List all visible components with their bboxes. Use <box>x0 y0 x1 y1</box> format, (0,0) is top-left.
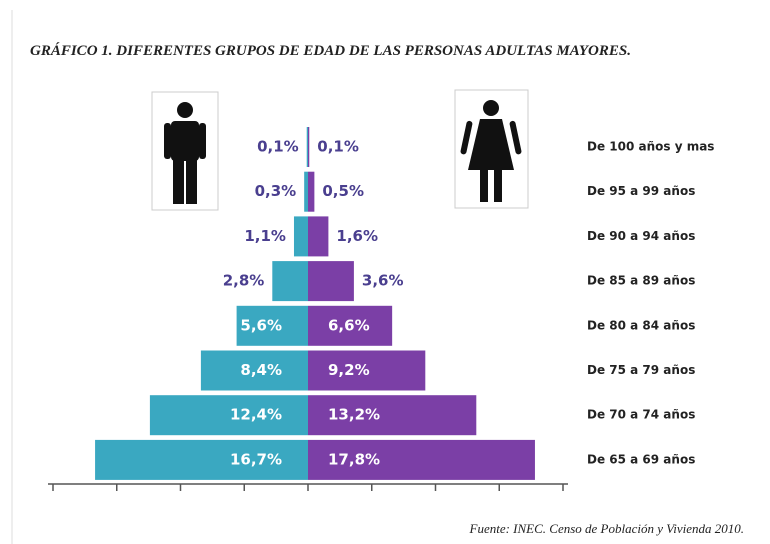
bar <box>272 261 308 302</box>
value-label: 0,1% <box>317 138 359 156</box>
category-label: De 70 a 74 años <box>587 408 695 422</box>
bar <box>95 439 308 480</box>
value-label: 13,2% <box>328 406 380 424</box>
bar <box>308 171 315 212</box>
bar <box>308 261 354 302</box>
value-label: 3,6% <box>362 272 404 290</box>
bar <box>308 305 393 346</box>
category-label: De 85 a 89 años <box>587 274 695 288</box>
value-label: 16,7% <box>230 450 282 468</box>
value-label: 5,6% <box>240 316 282 334</box>
bar <box>306 127 308 167</box>
bar <box>308 439 535 480</box>
bar <box>308 395 477 436</box>
bar <box>236 305 308 346</box>
value-label: 0,5% <box>322 182 364 200</box>
category-label: De 90 a 94 años <box>587 229 695 243</box>
female-icon <box>454 89 529 209</box>
bar <box>293 216 308 257</box>
category-label: De 65 a 69 años <box>587 452 695 466</box>
chart-title: GRÁFICO 1. DIFERENTES GRUPOS DE EDAD DE … <box>30 42 631 59</box>
bar <box>200 350 308 391</box>
bar <box>308 216 329 257</box>
value-label: 17,8% <box>328 450 380 468</box>
value-label: 6,6% <box>328 316 370 334</box>
bar <box>308 350 426 391</box>
male-icon <box>151 91 219 211</box>
value-label: 2,8% <box>223 272 265 290</box>
value-label: 1,6% <box>336 227 378 245</box>
category-label: De 75 a 79 años <box>587 363 695 377</box>
category-label: De 95 a 99 años <box>587 184 695 198</box>
value-label: 8,4% <box>240 361 282 379</box>
value-label: 0,3% <box>255 182 297 200</box>
value-label: 1,1% <box>244 227 286 245</box>
category-label: De 80 a 84 años <box>587 318 695 332</box>
value-label: 0,1% <box>257 138 299 156</box>
category-label: De 100 años y mas <box>587 140 714 154</box>
bar <box>149 395 308 436</box>
value-label: 9,2% <box>328 361 370 379</box>
source-note: Fuente: INEC. Censo de Población y Vivie… <box>469 521 745 536</box>
bar <box>304 171 308 212</box>
value-label: 12,4% <box>230 406 282 424</box>
bar <box>308 127 310 167</box>
